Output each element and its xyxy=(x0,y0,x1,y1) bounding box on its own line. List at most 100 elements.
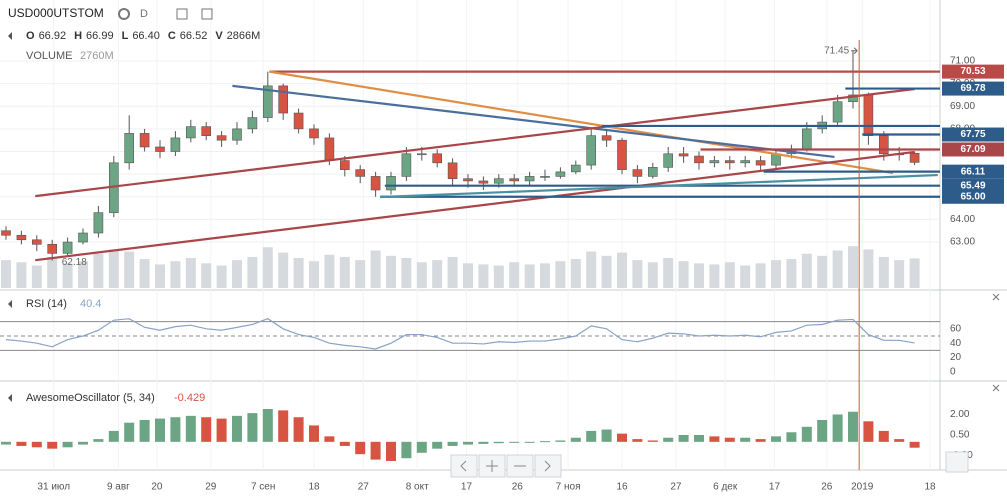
candle-body xyxy=(247,117,258,130)
ao-bar xyxy=(894,439,905,442)
candle-body xyxy=(801,128,812,150)
ao-bar xyxy=(293,417,304,442)
compare-icon[interactable] xyxy=(176,8,188,20)
x-tick-label: 27 xyxy=(670,482,682,493)
legend-value: 66.99 xyxy=(86,30,114,42)
volume-bar xyxy=(709,264,720,288)
x-tick-label: 26 xyxy=(512,482,524,493)
ohlc-legend: O 66.92 H 66.99 L 66.40 C 66.52 V 2866M xyxy=(26,30,260,42)
candle-body xyxy=(416,153,427,156)
price-label: 65.49 xyxy=(960,180,985,191)
price-label: 65.00 xyxy=(960,191,985,202)
scroll-right-button[interactable] xyxy=(534,454,562,478)
ao-bar xyxy=(678,434,689,442)
candle-body xyxy=(540,176,550,178)
collapse-icon[interactable] xyxy=(8,300,12,308)
ao-bar xyxy=(740,437,751,442)
pane-expand-icon[interactable] xyxy=(992,384,1000,392)
ao-bar xyxy=(416,441,427,453)
ao-bar xyxy=(124,422,135,442)
ao-bar xyxy=(232,415,242,442)
volume-bar xyxy=(801,253,812,288)
ao-bar xyxy=(47,441,58,449)
ao-bar xyxy=(370,441,381,460)
rsi-last: 40.4 xyxy=(80,298,101,310)
legend-value: 66.92 xyxy=(39,30,67,42)
x-tick-label: 31 июл xyxy=(37,482,70,493)
candle-body xyxy=(555,171,566,177)
candle-body xyxy=(432,153,443,164)
volume-bar xyxy=(185,257,196,288)
volume-bar xyxy=(416,262,427,288)
volume-bar xyxy=(678,261,689,288)
ao-bar xyxy=(185,415,196,442)
candle-body xyxy=(570,164,581,173)
price-label-box xyxy=(942,142,1004,157)
ao-bar xyxy=(324,436,335,442)
x-tick-label: 18 xyxy=(924,482,936,493)
volume-bar xyxy=(663,257,674,288)
price-label: 69.78 xyxy=(960,83,985,94)
candle-body xyxy=(447,162,458,179)
y-tick-label: 0.50 xyxy=(950,430,970,441)
scroll-left-button[interactable] xyxy=(450,454,478,478)
candle-body xyxy=(339,160,350,170)
x-tick-label: 18 xyxy=(308,482,320,493)
interval[interactable]: D xyxy=(140,8,148,20)
price-label: 70.53 xyxy=(960,66,985,77)
settings-icon[interactable] xyxy=(118,8,130,20)
y-tick-label: 0 xyxy=(950,367,956,378)
volume-bar xyxy=(601,255,612,288)
y-tick-label: 40 xyxy=(950,338,962,349)
icon xyxy=(460,460,467,472)
candle-body xyxy=(647,167,658,177)
candle-body xyxy=(478,180,489,184)
ao-bar xyxy=(724,437,735,442)
price-label-box xyxy=(942,127,1004,142)
volume-bar xyxy=(555,261,566,288)
trend-line xyxy=(35,150,915,262)
price-label-box xyxy=(942,189,1004,204)
volume-bar xyxy=(278,252,289,288)
candle-body xyxy=(586,135,597,166)
collapse-icon[interactable] xyxy=(8,394,12,402)
volume-bar xyxy=(93,253,104,288)
trend-line xyxy=(232,84,835,159)
legend-value: 66.52 xyxy=(180,30,208,42)
volume-bar xyxy=(386,255,396,288)
ao-bar xyxy=(863,421,874,442)
volume-bar xyxy=(124,251,135,288)
ao-bar xyxy=(78,441,88,445)
ao-bar xyxy=(432,441,443,449)
volume-bar xyxy=(617,252,627,288)
x-tick-label: 2019 xyxy=(851,482,874,493)
volume-bar xyxy=(771,260,781,288)
ao-bar xyxy=(832,414,843,442)
volume-bar xyxy=(509,262,520,288)
legend-value: 66.40 xyxy=(132,30,160,42)
icon xyxy=(544,460,551,472)
legend-value: 2866M xyxy=(227,30,261,42)
indicator-icon[interactable] xyxy=(201,8,213,20)
x-tick-label: 6 дек xyxy=(713,482,738,493)
collapse-icon[interactable] xyxy=(8,32,12,40)
trend-line xyxy=(269,70,894,175)
volume-bar xyxy=(108,249,119,288)
candle-body xyxy=(848,94,858,103)
pane-expand-icon[interactable] xyxy=(992,293,1000,301)
candle-body xyxy=(678,153,689,157)
candle-body xyxy=(186,126,196,139)
volume-bar xyxy=(139,259,150,288)
volume-bar xyxy=(324,254,335,288)
ao-bar xyxy=(216,418,227,442)
reset-button[interactable] xyxy=(945,451,969,473)
ao-last: -0.429 xyxy=(174,392,205,404)
legend-label: H xyxy=(74,30,82,42)
volume-bar xyxy=(863,249,874,288)
trend-line xyxy=(380,173,938,199)
ao-bar xyxy=(786,432,797,442)
ao-bar xyxy=(601,429,612,442)
ao-bar xyxy=(1,441,11,445)
volume-title: VOLUME xyxy=(26,50,72,62)
ao-bar xyxy=(848,411,858,442)
